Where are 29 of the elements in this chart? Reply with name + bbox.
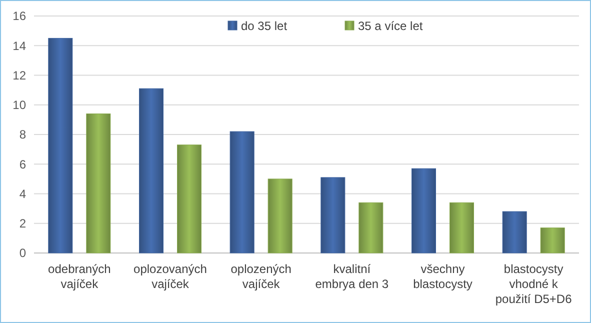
bar bbox=[450, 202, 474, 254]
legend-label: 35 a více let bbox=[358, 19, 424, 34]
y-tick-label: 12 bbox=[12, 68, 26, 82]
bar bbox=[139, 88, 164, 254]
bar bbox=[502, 211, 527, 254]
y-tick-label: 4 bbox=[19, 186, 26, 201]
bar bbox=[268, 178, 292, 254]
y-tick-label: 2 bbox=[19, 216, 26, 231]
bar bbox=[48, 38, 73, 254]
y-tick-label: 0 bbox=[19, 246, 26, 260]
x-tick-label: oplozených vajíček bbox=[230, 262, 292, 291]
x-tick-label: blastocysty vhodné k použití D5+D6 bbox=[495, 262, 572, 306]
y-tick-label: 10 bbox=[12, 98, 26, 112]
y-tick-label: 14 bbox=[12, 38, 26, 53]
x-tick-label: všechny blastocysty bbox=[413, 262, 472, 291]
y-tick-label: 8 bbox=[19, 128, 26, 142]
bar bbox=[177, 144, 202, 254]
x-tick-label: kvalitní embrya den 3 bbox=[315, 262, 389, 291]
y-tick-label: 16 bbox=[12, 9, 26, 24]
bar bbox=[540, 228, 565, 254]
bar bbox=[358, 202, 384, 254]
bar bbox=[86, 114, 111, 254]
bar bbox=[320, 177, 346, 254]
x-tick-label: oplozovaných vajíček bbox=[134, 262, 207, 291]
x-tick-label: odebraných vajíček bbox=[48, 262, 111, 291]
y-tick-label: 6 bbox=[19, 157, 26, 172]
bar bbox=[412, 168, 436, 254]
bar bbox=[230, 131, 254, 254]
legend-label: do 35 let bbox=[241, 19, 288, 34]
